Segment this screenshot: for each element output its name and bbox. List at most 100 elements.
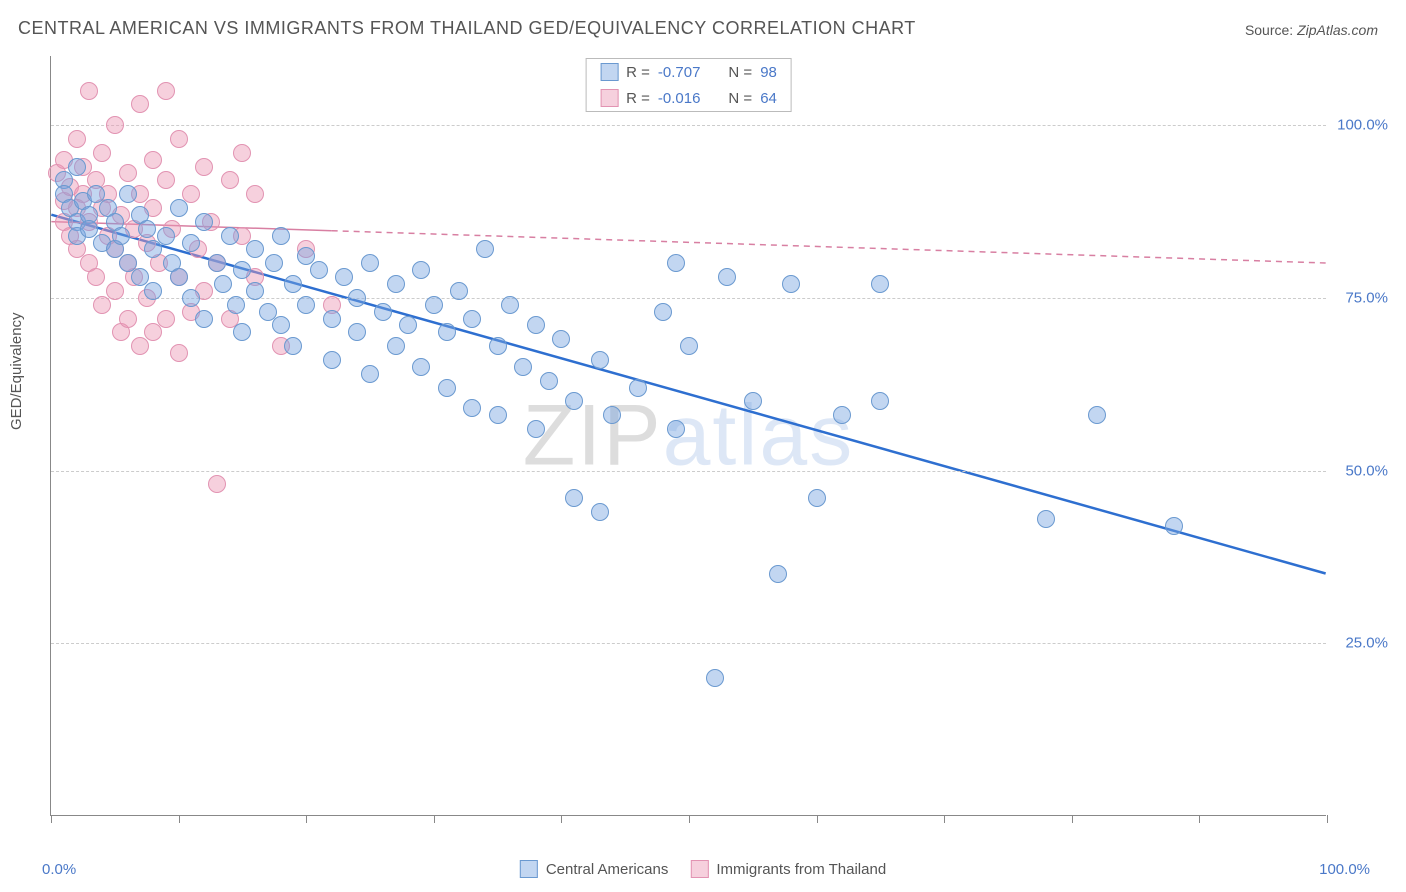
- data-point: [157, 310, 175, 328]
- data-point: [182, 234, 200, 252]
- data-point: [144, 323, 162, 341]
- legend-swatch-bottom-1: [690, 860, 708, 878]
- data-point: [667, 254, 685, 272]
- data-point: [438, 379, 456, 397]
- data-point: [871, 275, 889, 293]
- source-label: Source:: [1245, 22, 1297, 38]
- legend-swatch-0: [600, 63, 618, 81]
- x-tick: [561, 815, 562, 823]
- x-tick: [1327, 815, 1328, 823]
- data-point: [527, 420, 545, 438]
- data-point: [157, 171, 175, 189]
- data-point: [195, 213, 213, 231]
- data-point: [603, 406, 621, 424]
- data-point: [214, 275, 232, 293]
- x-tick: [51, 815, 52, 823]
- data-point: [138, 220, 156, 238]
- legend-series-label-1: Immigrants from Thailand: [716, 861, 886, 878]
- data-point: [565, 489, 583, 507]
- data-point: [144, 151, 162, 169]
- x-tick: [434, 815, 435, 823]
- data-point: [374, 303, 392, 321]
- legend-series: Central Americans Immigrants from Thaila…: [520, 860, 886, 878]
- data-point: [871, 392, 889, 410]
- data-point: [93, 144, 111, 162]
- data-point: [68, 158, 86, 176]
- watermark-zip: ZIP: [523, 387, 663, 483]
- data-point: [157, 82, 175, 100]
- x-axis-min-label: 0.0%: [42, 861, 76, 878]
- legend-n-label: N =: [728, 64, 752, 81]
- legend-n-value-0: 98: [760, 64, 777, 81]
- data-point: [654, 303, 672, 321]
- legend-series-item-1: Immigrants from Thailand: [690, 860, 886, 878]
- data-point: [284, 337, 302, 355]
- x-tick: [306, 815, 307, 823]
- data-point: [335, 268, 353, 286]
- data-point: [195, 310, 213, 328]
- trend-lines: [51, 56, 1326, 815]
- x-tick: [689, 815, 690, 823]
- data-point: [323, 351, 341, 369]
- data-point: [425, 296, 443, 314]
- data-point: [131, 337, 149, 355]
- data-point: [297, 296, 315, 314]
- data-point: [552, 330, 570, 348]
- data-point: [361, 254, 379, 272]
- data-point: [744, 392, 762, 410]
- data-point: [157, 227, 175, 245]
- data-point: [361, 365, 379, 383]
- data-point: [144, 240, 162, 258]
- data-point: [119, 185, 137, 203]
- data-point: [208, 254, 226, 272]
- data-point: [233, 144, 251, 162]
- x-tick: [1199, 815, 1200, 823]
- data-point: [272, 227, 290, 245]
- x-tick: [179, 815, 180, 823]
- x-axis-max-label: 100.0%: [1319, 861, 1370, 878]
- chart-container: CENTRAL AMERICAN VS IMMIGRANTS FROM THAI…: [0, 0, 1406, 892]
- data-point: [1088, 406, 1106, 424]
- data-point: [131, 95, 149, 113]
- data-point: [706, 669, 724, 687]
- data-point: [246, 240, 264, 258]
- data-point: [591, 351, 609, 369]
- data-point: [769, 565, 787, 583]
- data-point: [170, 130, 188, 148]
- data-point: [182, 185, 200, 203]
- data-point: [501, 296, 519, 314]
- data-point: [489, 337, 507, 355]
- legend-stats: R = -0.707 N = 98 R = -0.016 N = 64: [585, 58, 792, 112]
- data-point: [1037, 510, 1055, 528]
- legend-stats-row-0: R = -0.707 N = 98: [586, 59, 791, 85]
- data-point: [80, 82, 98, 100]
- data-point: [310, 261, 328, 279]
- data-point: [399, 316, 417, 334]
- data-point: [412, 358, 430, 376]
- data-point: [227, 296, 245, 314]
- x-tick: [817, 815, 818, 823]
- data-point: [833, 406, 851, 424]
- legend-r-label: R =: [626, 90, 650, 107]
- legend-n-label: N =: [728, 90, 752, 107]
- legend-series-item-0: Central Americans: [520, 860, 669, 878]
- gridline-h: [51, 471, 1326, 472]
- y-tick-label: 50.0%: [1333, 462, 1388, 479]
- y-axis-label: GED/Equivalency: [8, 312, 25, 430]
- legend-r-value-0: -0.707: [658, 64, 701, 81]
- data-point: [463, 399, 481, 417]
- data-point: [782, 275, 800, 293]
- data-point: [323, 310, 341, 328]
- legend-series-label-0: Central Americans: [546, 861, 669, 878]
- data-point: [265, 254, 283, 272]
- data-point: [170, 199, 188, 217]
- data-point: [438, 323, 456, 341]
- data-point: [272, 316, 290, 334]
- data-point: [119, 164, 137, 182]
- data-point: [144, 282, 162, 300]
- data-point: [667, 420, 685, 438]
- data-point: [412, 261, 430, 279]
- data-point: [68, 130, 86, 148]
- legend-r-value-1: -0.016: [658, 90, 701, 107]
- data-point: [718, 268, 736, 286]
